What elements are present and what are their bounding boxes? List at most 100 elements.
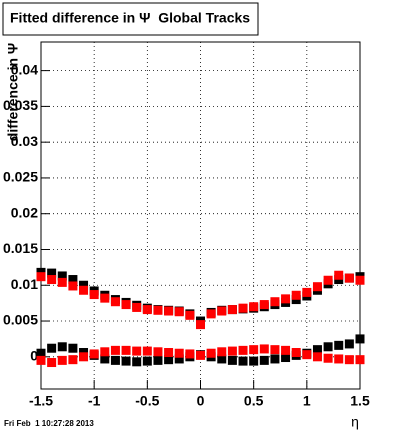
marker xyxy=(238,303,248,313)
x-tick-label: 0.5 xyxy=(244,393,264,409)
marker xyxy=(36,348,46,358)
marker xyxy=(132,302,142,312)
marker xyxy=(174,307,184,317)
marker xyxy=(196,320,205,330)
x-tick-label: -1.5 xyxy=(29,393,53,409)
marker xyxy=(47,268,57,278)
marker xyxy=(312,352,322,362)
marker xyxy=(132,346,142,356)
marker xyxy=(217,347,227,357)
marker xyxy=(238,345,248,355)
marker xyxy=(47,275,57,285)
chart-title: Fitted difference in Ψ Global Tracks xyxy=(10,10,250,26)
marker xyxy=(227,355,237,365)
y-tick-label: 0.03 xyxy=(11,133,38,149)
marker xyxy=(302,287,312,297)
marker xyxy=(217,354,227,364)
marker xyxy=(323,275,333,285)
marker xyxy=(227,346,237,356)
marker xyxy=(142,305,152,315)
x-tick-label: 1.5 xyxy=(350,393,370,409)
x-tick-label: -1 xyxy=(88,393,101,409)
marker xyxy=(291,290,301,300)
marker xyxy=(121,356,131,366)
marker xyxy=(281,345,291,355)
marker xyxy=(312,282,322,292)
y-tick-label: 0.025 xyxy=(3,169,38,185)
y-tick-label: 0.01 xyxy=(11,276,38,292)
x-tick-label: 1 xyxy=(303,393,311,409)
y-tick-label: 0.015 xyxy=(3,240,38,256)
marker xyxy=(89,349,99,359)
plot-frame xyxy=(40,41,361,390)
marker xyxy=(57,277,67,287)
marker xyxy=(227,305,237,315)
marker xyxy=(312,345,322,355)
marker xyxy=(79,285,89,295)
marker xyxy=(68,355,78,365)
marker xyxy=(153,355,163,365)
marker xyxy=(142,346,152,356)
y-axis-label: difference in Ψ xyxy=(5,43,21,141)
marker xyxy=(79,352,89,362)
marker xyxy=(334,340,344,350)
y-tick-label: 0.02 xyxy=(11,204,38,220)
marker xyxy=(323,342,333,352)
marker xyxy=(110,297,120,307)
marker xyxy=(47,343,57,353)
marker xyxy=(110,345,120,355)
marker xyxy=(68,281,78,291)
marker xyxy=(164,355,174,365)
marker xyxy=(355,334,365,344)
marker xyxy=(89,290,99,300)
marker xyxy=(36,355,46,365)
footer: Fri Feb 1 10:27:28 2013 xyxy=(4,419,94,428)
marker xyxy=(355,355,365,365)
marker xyxy=(270,354,280,364)
marker xyxy=(153,305,163,315)
marker xyxy=(259,300,269,310)
marker xyxy=(174,348,184,358)
marker xyxy=(344,273,354,283)
marker xyxy=(79,280,89,290)
title-box xyxy=(2,2,259,36)
marker xyxy=(121,345,131,355)
y-tick-label: 0.035 xyxy=(3,97,38,113)
marker xyxy=(334,354,344,364)
marker xyxy=(355,275,365,285)
marker xyxy=(334,270,344,280)
marker xyxy=(68,275,78,285)
marker xyxy=(238,356,248,366)
marker xyxy=(206,309,216,319)
marker xyxy=(68,343,78,353)
marker xyxy=(206,348,216,358)
marker xyxy=(164,348,174,358)
marker xyxy=(249,302,259,312)
marker xyxy=(153,347,163,357)
marker xyxy=(185,310,195,320)
marker xyxy=(344,355,354,365)
marker xyxy=(196,350,205,360)
marker xyxy=(281,294,291,304)
marker xyxy=(36,272,46,282)
marker xyxy=(142,356,152,366)
marker xyxy=(110,355,120,365)
marker xyxy=(100,354,110,364)
marker xyxy=(121,300,131,310)
marker xyxy=(164,306,174,316)
marker xyxy=(100,347,110,357)
y-tick-label: 0.04 xyxy=(11,61,38,77)
y-tick-label: 0 xyxy=(30,348,38,364)
marker xyxy=(281,353,291,363)
marker xyxy=(47,358,57,368)
x-axis-label: η xyxy=(351,414,359,430)
marker xyxy=(100,293,110,303)
marker xyxy=(132,357,142,367)
marker xyxy=(249,356,259,366)
x-tick-label: 0 xyxy=(197,393,205,409)
marker xyxy=(57,342,67,352)
marker xyxy=(344,339,354,349)
x-tick-label: -0.5 xyxy=(135,393,159,409)
marker xyxy=(291,348,301,358)
